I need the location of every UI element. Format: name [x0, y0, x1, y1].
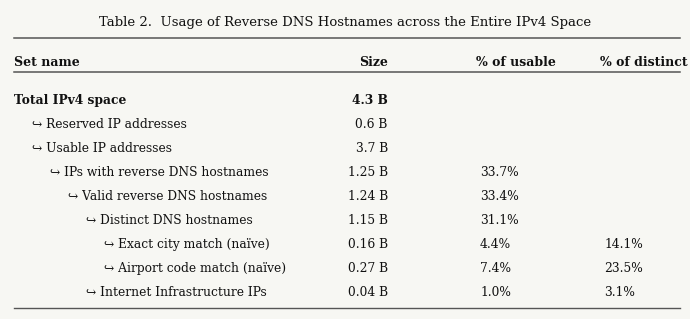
Text: 1.0%: 1.0% — [480, 286, 511, 299]
Text: 1.25 B: 1.25 B — [348, 166, 388, 179]
Text: % of usable: % of usable — [476, 56, 556, 69]
Text: Size: Size — [359, 56, 388, 69]
Text: ↪ Valid reverse DNS hostnames: ↪ Valid reverse DNS hostnames — [68, 190, 267, 203]
Text: ↪ Exact city match (naïve): ↪ Exact city match (naïve) — [104, 238, 270, 251]
Text: ↪ Distinct DNS hostnames: ↪ Distinct DNS hostnames — [86, 214, 253, 227]
Text: ↪ Usable IP addresses: ↪ Usable IP addresses — [32, 142, 172, 155]
Text: 0.6 B: 0.6 B — [355, 118, 388, 131]
Text: 33.7%: 33.7% — [480, 166, 519, 179]
Text: 1.15 B: 1.15 B — [348, 214, 388, 227]
Text: 23.5%: 23.5% — [604, 262, 643, 275]
Text: 0.16 B: 0.16 B — [348, 238, 388, 251]
Text: 31.1%: 31.1% — [480, 214, 519, 227]
Text: ↪ IPs with reverse DNS hostnames: ↪ IPs with reverse DNS hostnames — [50, 166, 268, 179]
Text: ↪ Airport code match (naïve): ↪ Airport code match (naïve) — [104, 262, 286, 275]
Text: 7.4%: 7.4% — [480, 262, 511, 275]
Text: 1.24 B: 1.24 B — [348, 190, 388, 203]
Text: % of distinct: % of distinct — [600, 56, 688, 69]
Text: ↪ Reserved IP addresses: ↪ Reserved IP addresses — [32, 118, 187, 131]
Text: 3.1%: 3.1% — [604, 286, 635, 299]
Text: Set name: Set name — [14, 56, 80, 69]
Text: Total IPv4 space: Total IPv4 space — [14, 94, 126, 107]
Text: 33.4%: 33.4% — [480, 190, 519, 203]
Text: Table 2.  Usage of Reverse DNS Hostnames across the Entire IPv4 Space: Table 2. Usage of Reverse DNS Hostnames … — [99, 16, 591, 29]
Text: 14.1%: 14.1% — [604, 238, 643, 251]
Text: ↪ Internet Infrastructure IPs: ↪ Internet Infrastructure IPs — [86, 286, 266, 299]
Text: 0.04 B: 0.04 B — [348, 286, 388, 299]
Text: 3.7 B: 3.7 B — [355, 142, 388, 155]
Text: 4.3 B: 4.3 B — [352, 94, 388, 107]
Text: 0.27 B: 0.27 B — [348, 262, 388, 275]
Text: 4.4%: 4.4% — [480, 238, 511, 251]
